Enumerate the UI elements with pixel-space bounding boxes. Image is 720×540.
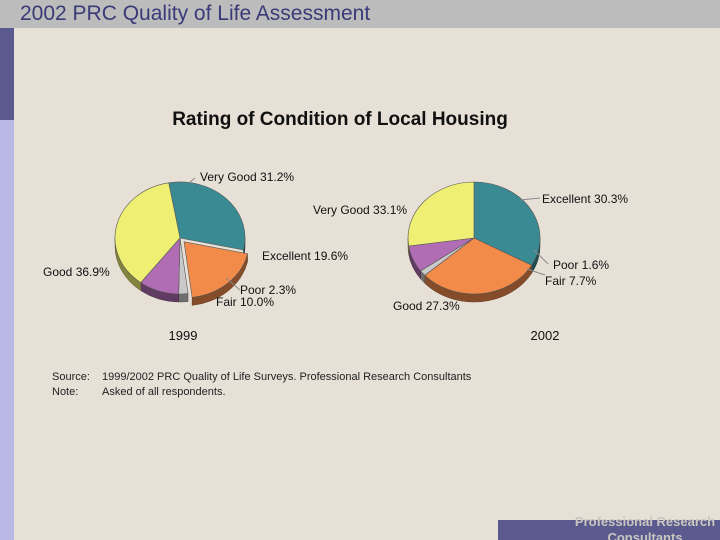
note-text: Asked of all respondents. — [102, 386, 226, 398]
footer-bar — [498, 520, 720, 540]
year-label-1999: 1999 — [169, 328, 198, 343]
source-text: 1999/2002 PRC Quality of Life Surveys. P… — [102, 371, 472, 383]
pie-slice-good-1999 — [114, 182, 181, 284]
note-key: Note: — [52, 386, 79, 398]
leader-line — [526, 268, 546, 276]
pie-side-poor-1999 — [178, 293, 189, 303]
year-label-2002: 2002 — [531, 328, 560, 343]
leader-line — [225, 277, 241, 291]
leader-line — [189, 177, 196, 183]
label-2002-poor: Poor 1.6% — [553, 258, 609, 272]
label-2002-very-good: Very Good 33.1% — [313, 203, 407, 217]
label-1999-excellent: Excellent 19.6% — [262, 249, 348, 263]
label-1999-very-good: Very Good 31.2% — [200, 170, 294, 184]
source-key: Source: — [52, 371, 90, 383]
label-1999-poor: Poor 2.3% — [240, 283, 296, 297]
pie-slice-very-good-1999 — [168, 181, 246, 251]
pie-slice-excellent-2002 — [424, 237, 533, 295]
footer-line-1: Professional Research — [574, 514, 716, 529]
leader-line — [533, 249, 549, 265]
left-accent-bar — [0, 28, 14, 540]
left-accent-bar-dark — [0, 28, 14, 120]
leader-line — [519, 197, 541, 201]
footer-line-2: Consultants — [607, 530, 683, 540]
label-1999-fair: Fair 10.0% — [216, 295, 274, 309]
pie-slice-good-2002 — [407, 181, 475, 247]
pie-1999 — [114, 181, 248, 306]
slide-title: 2002 PRC Quality of Life Assessment — [20, 2, 371, 25]
header-bar: 2002 PRC Quality of Life Assessment — [0, 0, 720, 28]
pie-slice-very-good-2002 — [473, 181, 541, 266]
note-line: Note: Asked of all respondents. — [52, 386, 226, 398]
chart-title: Rating of Condition of Local Housing — [172, 109, 508, 130]
label-2002-fair: Fair 7.7% — [545, 274, 597, 288]
footer-brand: Professional Research Consultants — [565, 514, 720, 540]
label-2002-good: Good 27.3% — [393, 299, 460, 313]
label-2002-excellent: Excellent 30.3% — [542, 192, 628, 206]
pie-slice-excellent-1999 — [183, 241, 248, 298]
label-1999-good: Good 36.9% — [43, 265, 110, 279]
source-line: Source: 1999/2002 PRC Quality of Life Sur… — [52, 371, 471, 383]
pie-2002 — [407, 181, 541, 303]
